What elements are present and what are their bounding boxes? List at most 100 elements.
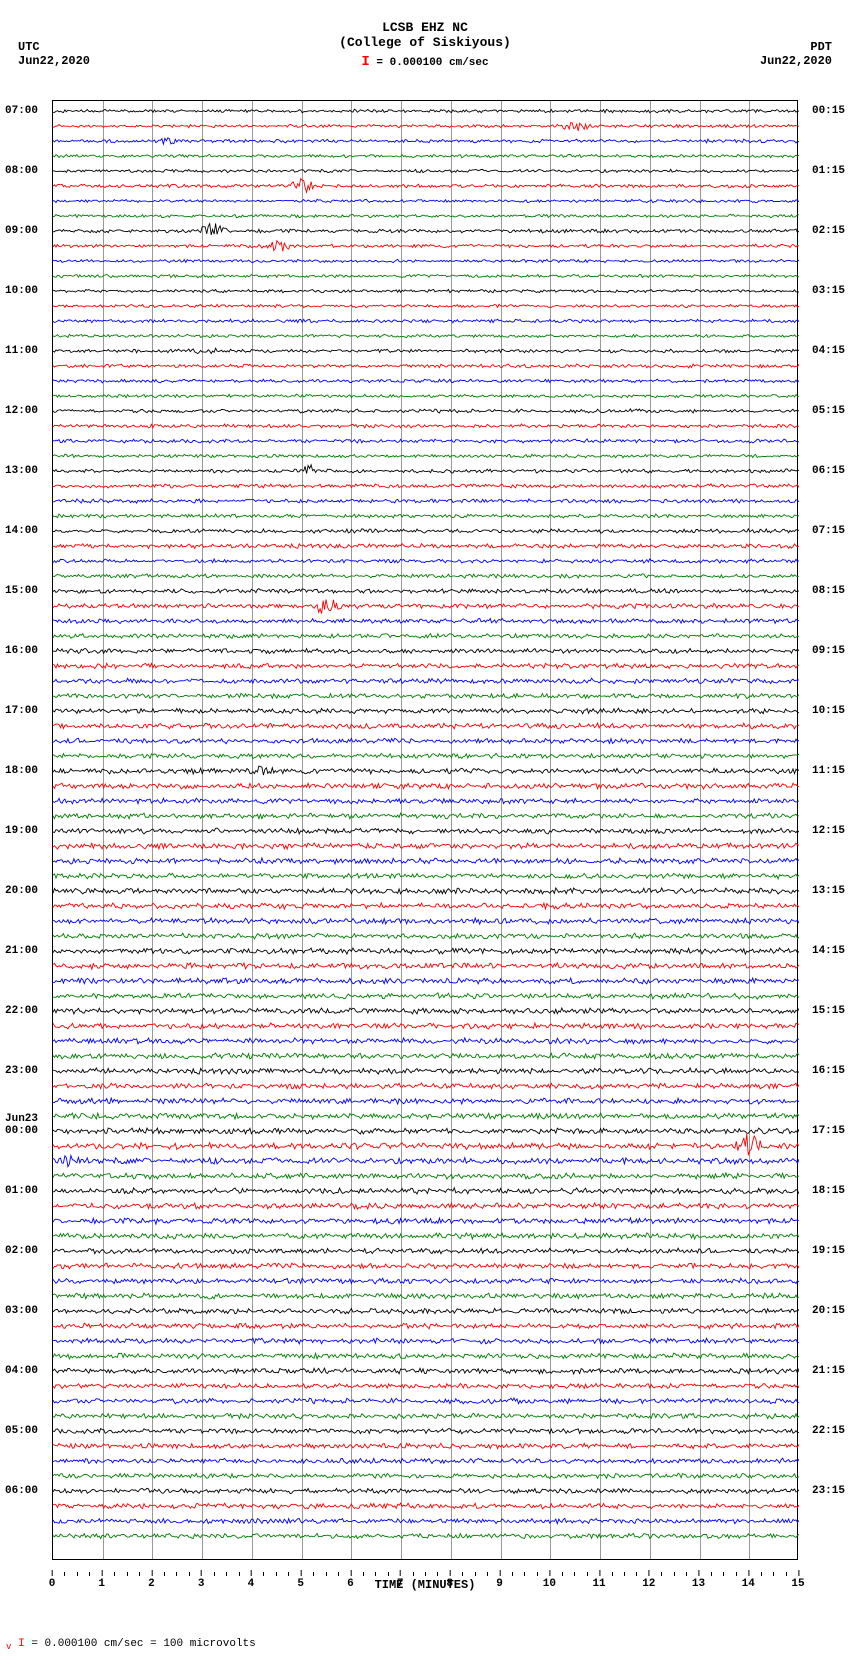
- x-minor-tick: [239, 1572, 240, 1576]
- utc-time-label: 01:00: [5, 1185, 38, 1197]
- x-minor-tick: [214, 1572, 215, 1576]
- gridline: [252, 101, 253, 1559]
- hour-row: 15:0008:15: [53, 591, 797, 606]
- pdt-time-label: 00:15: [812, 105, 845, 117]
- x-minor-tick: [127, 1572, 128, 1576]
- x-minor-tick: [686, 1572, 687, 1576]
- tz-left-label: UTC: [18, 40, 90, 54]
- x-axis-label: TIME (MINUTES): [52, 1578, 798, 1592]
- x-minor-tick: [176, 1572, 177, 1576]
- pdt-time-label: 10:15: [812, 705, 845, 717]
- x-minor-tick: [475, 1572, 476, 1576]
- hour-row: 06:0023:15: [53, 1491, 797, 1506]
- hour-row: 22:0015:15: [53, 1011, 797, 1026]
- x-minor-tick: [64, 1572, 65, 1576]
- x-minor-tick: [139, 1572, 140, 1576]
- gridline: [351, 101, 352, 1559]
- x-minor-tick: [661, 1572, 662, 1576]
- utc-time-label: 02:00: [5, 1245, 38, 1257]
- x-minor-tick: [437, 1572, 438, 1576]
- x-minor-tick: [462, 1572, 463, 1576]
- x-tick: 13: [692, 1578, 705, 1590]
- x-minor-tick: [226, 1572, 227, 1576]
- hour-row: 12:0005:15: [53, 411, 797, 426]
- utc-time-label: 10:00: [5, 285, 38, 297]
- pdt-time-label: 02:15: [812, 225, 845, 237]
- x-minor-tick: [189, 1572, 190, 1576]
- pdt-time-label: 14:15: [812, 945, 845, 957]
- pdt-time-label: 21:15: [812, 1365, 845, 1377]
- x-tick: 1: [98, 1578, 105, 1590]
- scale-bar-icon: I: [361, 54, 369, 70]
- x-minor-tick: [624, 1572, 625, 1576]
- x-minor-tick: [413, 1572, 414, 1576]
- hour-row: 13:0006:15: [53, 471, 797, 486]
- utc-time-label: 20:00: [5, 885, 38, 897]
- utc-time-label: 15:00: [5, 585, 38, 597]
- x-minor-tick: [164, 1572, 165, 1576]
- utc-time-label: 12:00: [5, 405, 38, 417]
- gridline: [550, 101, 551, 1559]
- utc-time-label: 21:00: [5, 945, 38, 957]
- x-tick: 11: [592, 1578, 605, 1590]
- gridline: [451, 101, 452, 1559]
- pdt-time-label: 17:15: [812, 1125, 845, 1137]
- utc-time-label: 06:00: [5, 1485, 38, 1497]
- x-minor-tick: [388, 1572, 389, 1576]
- hour-row: 19:0012:15: [53, 831, 797, 846]
- pdt-time-label: 23:15: [812, 1485, 845, 1497]
- hour-row: 14:0007:15: [53, 531, 797, 546]
- timezone-left: UTC Jun22,2020: [18, 40, 90, 68]
- pdt-time-label: 03:15: [812, 285, 845, 297]
- pdt-time-label: 15:15: [812, 1005, 845, 1017]
- hour-row: 09:0002:15: [53, 231, 797, 246]
- gridline: [152, 101, 153, 1559]
- utc-time-label: 23:00: [5, 1065, 38, 1077]
- gridline: [600, 101, 601, 1559]
- tz-right-label: PDT: [760, 40, 832, 54]
- pdt-time-label: 04:15: [812, 345, 845, 357]
- x-minor-tick: [562, 1572, 563, 1576]
- x-minor-tick: [537, 1572, 538, 1576]
- x-tick: 12: [642, 1578, 655, 1590]
- hour-row: 01:0018:15: [53, 1191, 797, 1206]
- x-minor-tick: [89, 1572, 90, 1576]
- pdt-time-label: 01:15: [812, 165, 845, 177]
- x-tick: 7: [397, 1578, 404, 1590]
- utc-time-label: 09:00: [5, 225, 38, 237]
- hour-row: 08:0001:15: [53, 171, 797, 186]
- pdt-time-label: 19:15: [812, 1245, 845, 1257]
- x-minor-tick: [761, 1572, 762, 1576]
- x-minor-tick: [736, 1572, 737, 1576]
- x-minor-tick: [338, 1572, 339, 1576]
- x-minor-tick: [574, 1572, 575, 1576]
- utc-time-label: 08:00: [5, 165, 38, 177]
- pdt-time-label: 05:15: [812, 405, 845, 417]
- x-minor-tick: [363, 1572, 364, 1576]
- x-minor-tick: [375, 1572, 376, 1576]
- pdt-time-label: 11:15: [812, 765, 845, 777]
- hour-row: 00:0017:15Jun23: [53, 1131, 797, 1146]
- utc-time-label: 11:00: [5, 345, 38, 357]
- x-tick: 3: [198, 1578, 205, 1590]
- utc-time-label: 04:00: [5, 1365, 38, 1377]
- pdt-time-label: 20:15: [812, 1305, 845, 1317]
- hour-row: 18:0011:15: [53, 771, 797, 786]
- hour-row: 17:0010:15: [53, 711, 797, 726]
- pdt-time-label: 06:15: [812, 465, 845, 477]
- gridline: [749, 101, 750, 1559]
- gridline: [202, 101, 203, 1559]
- x-minor-tick: [524, 1572, 525, 1576]
- hour-row: 11:0004:15: [53, 351, 797, 366]
- x-minor-tick: [612, 1572, 613, 1576]
- tz-left-date: Jun22,2020: [18, 54, 90, 68]
- x-tick: 4: [248, 1578, 255, 1590]
- x-tick: 6: [347, 1578, 354, 1590]
- x-minor-tick: [636, 1572, 637, 1576]
- footer-scale: v I = 0.000100 cm/sec = 100 microvolts: [6, 1638, 850, 1652]
- pdt-time-label: 13:15: [812, 885, 845, 897]
- day-label: Jun23: [5, 1113, 38, 1125]
- hour-row: 05:0022:15: [53, 1431, 797, 1446]
- utc-time-label: 05:00: [5, 1425, 38, 1437]
- utc-time-label: 17:00: [5, 705, 38, 717]
